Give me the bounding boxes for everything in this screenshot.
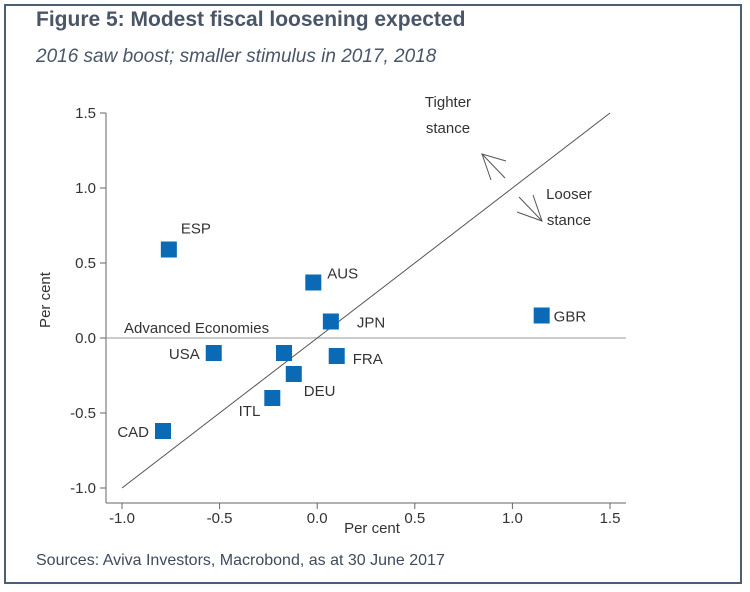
- data-point: [276, 345, 293, 361]
- y-tick-label: -1.0: [70, 480, 96, 497]
- y-tick-label: 1.5: [75, 105, 96, 122]
- diagonal-line: [121, 112, 611, 489]
- data-point: [160, 241, 177, 258]
- tighter-arrow: [481, 153, 506, 179]
- tighter-annotation: Tighter: [425, 94, 471, 111]
- point-label: ITL: [239, 403, 261, 420]
- y-tick-label: 0.5: [75, 255, 96, 272]
- figure-frame: [4, 4, 742, 584]
- data-point: [264, 390, 281, 406]
- looser-annotation: Looser: [546, 186, 592, 203]
- y-axis-label: Per cent: [37, 271, 54, 328]
- x-tick-label: -0.5: [207, 510, 233, 527]
- point-label: JPN: [357, 315, 385, 332]
- point-label: USA: [169, 346, 200, 363]
- tighter-annotation: stance: [426, 120, 470, 137]
- data-point: [305, 274, 322, 291]
- point-label: DEU: [304, 383, 336, 400]
- x-tick-label: 0.5: [404, 510, 425, 527]
- point-label: ESP: [181, 221, 211, 238]
- figure-subtitle: 2016 saw boost; smaller stimulus in 2017…: [36, 46, 437, 67]
- y-tick-label: -0.5: [70, 405, 96, 422]
- y-tick-label: 1.0: [75, 180, 96, 197]
- data-point: [533, 307, 550, 324]
- point-label: FRA: [353, 351, 383, 368]
- looser-arrow: [518, 196, 543, 222]
- zero-line-label: Advanced Economies: [124, 320, 269, 337]
- point-label: AUS: [327, 266, 358, 283]
- point-label: GBR: [554, 309, 587, 326]
- x-axis-label: Per cent: [344, 520, 401, 537]
- y-tick-label: 0.0: [75, 330, 96, 347]
- data-point: [205, 345, 222, 361]
- x-tick-label: -1.0: [109, 510, 135, 527]
- looser-annotation: stance: [547, 212, 591, 229]
- data-point: [328, 348, 345, 364]
- data-point: [285, 366, 302, 382]
- x-tick-label: 0.0: [307, 510, 328, 527]
- data-point: [154, 423, 171, 439]
- figure-title: Figure 5: Modest fiscal loosening expect…: [36, 8, 466, 31]
- data-point: [322, 313, 339, 330]
- x-tick-label: 1.0: [502, 510, 523, 527]
- point-label: CAD: [117, 424, 149, 441]
- x-tick-label: 1.5: [600, 510, 621, 527]
- source-note: Sources: Aviva Investors, Macrobond, as …: [36, 552, 445, 569]
